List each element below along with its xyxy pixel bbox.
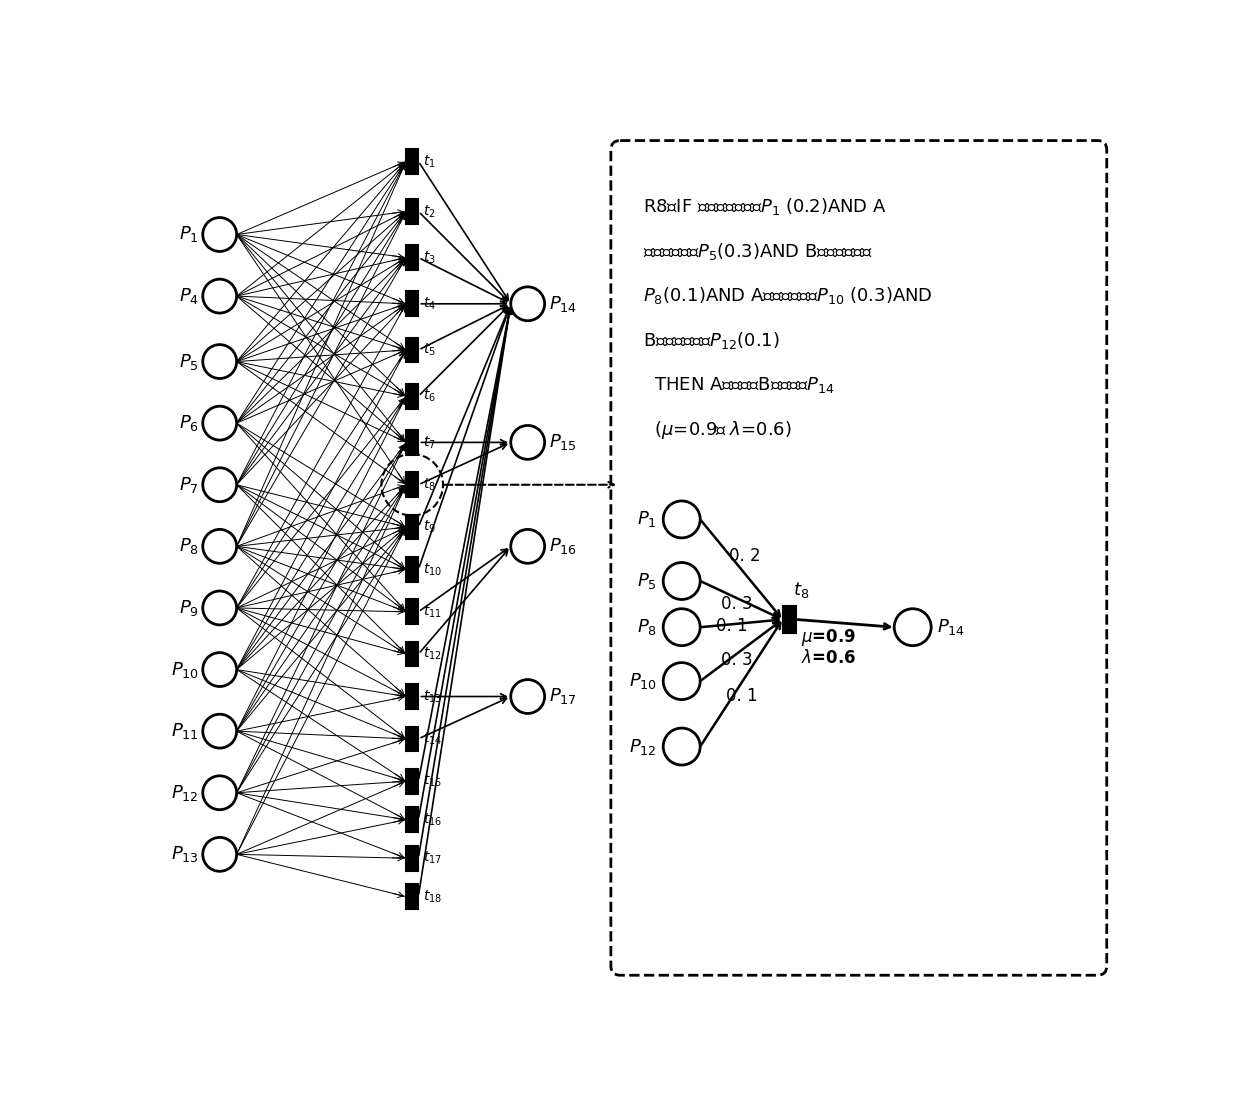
Bar: [405, 245, 418, 270]
Bar: [405, 846, 418, 870]
Bar: [405, 199, 418, 224]
FancyBboxPatch shape: [611, 140, 1107, 976]
Text: 中等适合攻击$P_5$(0.3)AND B中等适合攻击: 中等适合攻击$P_5$(0.3)AND B中等适合攻击: [644, 241, 873, 262]
Bar: [782, 606, 796, 633]
Text: ($\mu$=0.9， $\lambda$=0.6): ($\mu$=0.9， $\lambda$=0.6): [644, 419, 792, 441]
Circle shape: [663, 562, 701, 599]
Circle shape: [511, 530, 544, 563]
Text: $P_1$: $P_1$: [637, 510, 657, 530]
Text: $t_{18}$: $t_{18}$: [423, 888, 443, 905]
Text: $P_7$: $P_7$: [180, 475, 198, 495]
Circle shape: [511, 426, 544, 459]
Text: $t_{14}$: $t_{14}$: [423, 730, 443, 747]
Text: $P_{15}$: $P_{15}$: [549, 432, 577, 452]
Circle shape: [511, 680, 544, 713]
Text: $t_{7}$: $t_{7}$: [423, 435, 435, 450]
Bar: [405, 430, 418, 455]
Bar: [405, 384, 418, 409]
Text: $t_{6}$: $t_{6}$: [423, 388, 436, 404]
Circle shape: [203, 530, 237, 563]
Text: $P_{10}$: $P_{10}$: [629, 671, 657, 691]
Circle shape: [663, 663, 701, 700]
Bar: [405, 291, 418, 316]
Text: $t_{15}$: $t_{15}$: [423, 773, 441, 790]
Bar: [405, 515, 418, 540]
Text: $t_8$: $t_8$: [794, 580, 810, 600]
Text: $P_5$: $P_5$: [637, 571, 657, 591]
Bar: [405, 727, 418, 752]
Circle shape: [203, 217, 237, 252]
Text: 0. 3: 0. 3: [722, 651, 753, 669]
Text: $t_{5}$: $t_{5}$: [423, 342, 435, 358]
Circle shape: [894, 608, 931, 645]
Text: $P_{16}$: $P_{16}$: [549, 536, 578, 557]
Circle shape: [203, 591, 237, 625]
Bar: [405, 473, 418, 497]
Text: $P_{14}$: $P_{14}$: [549, 293, 578, 314]
Circle shape: [203, 407, 237, 440]
Text: THEN A攻击目标B继续搜索$P_{14}$: THEN A攻击目标B继续搜索$P_{14}$: [644, 374, 835, 394]
Circle shape: [203, 838, 237, 871]
Circle shape: [203, 279, 237, 312]
Text: $P_8$: $P_8$: [637, 617, 657, 637]
Text: $P_5$: $P_5$: [179, 352, 198, 372]
Text: $t_{17}$: $t_{17}$: [423, 850, 441, 867]
Text: $P_9$: $P_9$: [179, 598, 198, 618]
Text: 0. 2: 0. 2: [729, 548, 760, 566]
Text: $t_{9}$: $t_{9}$: [423, 519, 436, 535]
Bar: [405, 684, 418, 709]
Text: $P_{14}$: $P_{14}$: [937, 617, 966, 637]
Text: $t_{13}$: $t_{13}$: [423, 689, 441, 704]
Bar: [405, 642, 418, 666]
Bar: [405, 768, 418, 793]
Text: $P_{11}$: $P_{11}$: [171, 721, 198, 741]
Text: $P_{12}$: $P_{12}$: [630, 737, 657, 756]
Text: $t_{1}$: $t_{1}$: [423, 153, 435, 169]
Circle shape: [203, 776, 237, 810]
Text: $P_{13}$: $P_{13}$: [171, 844, 198, 865]
Circle shape: [203, 715, 237, 748]
Circle shape: [511, 287, 544, 320]
Text: $P_6$: $P_6$: [179, 413, 198, 433]
Circle shape: [663, 501, 701, 538]
Circle shape: [203, 653, 237, 687]
Text: $t_{4}$: $t_{4}$: [423, 296, 436, 312]
Bar: [405, 808, 418, 832]
Text: 0. 1: 0. 1: [715, 617, 748, 635]
Bar: [405, 885, 418, 909]
Text: $P_8$: $P_8$: [179, 536, 198, 557]
Text: $\lambda$=0.6: $\lambda$=0.6: [801, 648, 856, 666]
Text: $P_4$: $P_4$: [179, 286, 198, 306]
Text: $t_{2}$: $t_{2}$: [423, 203, 435, 220]
Text: $t_{3}$: $t_{3}$: [423, 250, 435, 265]
Circle shape: [203, 345, 237, 379]
Text: $t_{8}$: $t_{8}$: [423, 476, 436, 493]
Text: $t_{11}$: $t_{11}$: [423, 604, 441, 620]
Text: $P_{10}$: $P_{10}$: [171, 660, 198, 680]
Circle shape: [663, 608, 701, 645]
Circle shape: [203, 468, 237, 502]
Text: $P_{12}$: $P_{12}$: [171, 783, 198, 803]
Text: $t_{12}$: $t_{12}$: [423, 646, 441, 662]
Text: 0. 1: 0. 1: [725, 688, 758, 706]
Circle shape: [663, 728, 701, 765]
Bar: [405, 599, 418, 624]
Bar: [405, 337, 418, 362]
Text: $\mu$=0.9: $\mu$=0.9: [801, 627, 856, 648]
Text: $P_{17}$: $P_{17}$: [549, 687, 577, 707]
Text: 0. 3: 0. 3: [720, 595, 753, 613]
Text: B剩余燃油充足$P_{12}$(0.1): B剩余燃油充足$P_{12}$(0.1): [644, 330, 780, 351]
Bar: [405, 149, 418, 174]
Text: $t_{10}$: $t_{10}$: [423, 561, 443, 578]
Text: R8：IF 目标优先级较高$P_1$ (0.2)AND A: R8：IF 目标优先级较高$P_1$ (0.2)AND A: [644, 196, 887, 217]
Text: $P_1$: $P_1$: [180, 224, 198, 244]
Bar: [405, 557, 418, 581]
Text: $P_8$(0.1)AND A剩余燃油充足$P_{10}$ (0.3)AND: $P_8$(0.1)AND A剩余燃油充足$P_{10}$ (0.3)AND: [644, 286, 932, 306]
Text: $t_{16}$: $t_{16}$: [423, 812, 443, 828]
